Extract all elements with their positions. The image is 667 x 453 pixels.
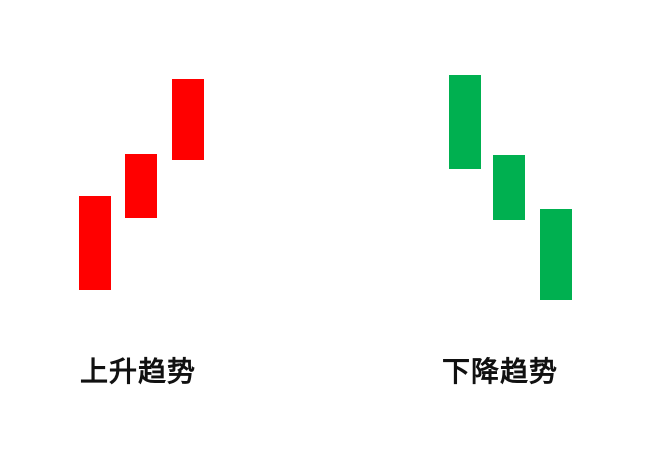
downtrend-candle-1 — [449, 75, 481, 169]
uptrend-candle-1 — [79, 196, 111, 290]
downtrend-caption: 下降趋势 — [442, 355, 559, 388]
uptrend-candle-3 — [172, 79, 204, 160]
uptrend-candle-2 — [125, 154, 157, 218]
downtrend-candle-2 — [493, 155, 525, 220]
downtrend-candle-3 — [540, 209, 572, 300]
uptrend-caption: 上升趋势 — [80, 355, 197, 388]
